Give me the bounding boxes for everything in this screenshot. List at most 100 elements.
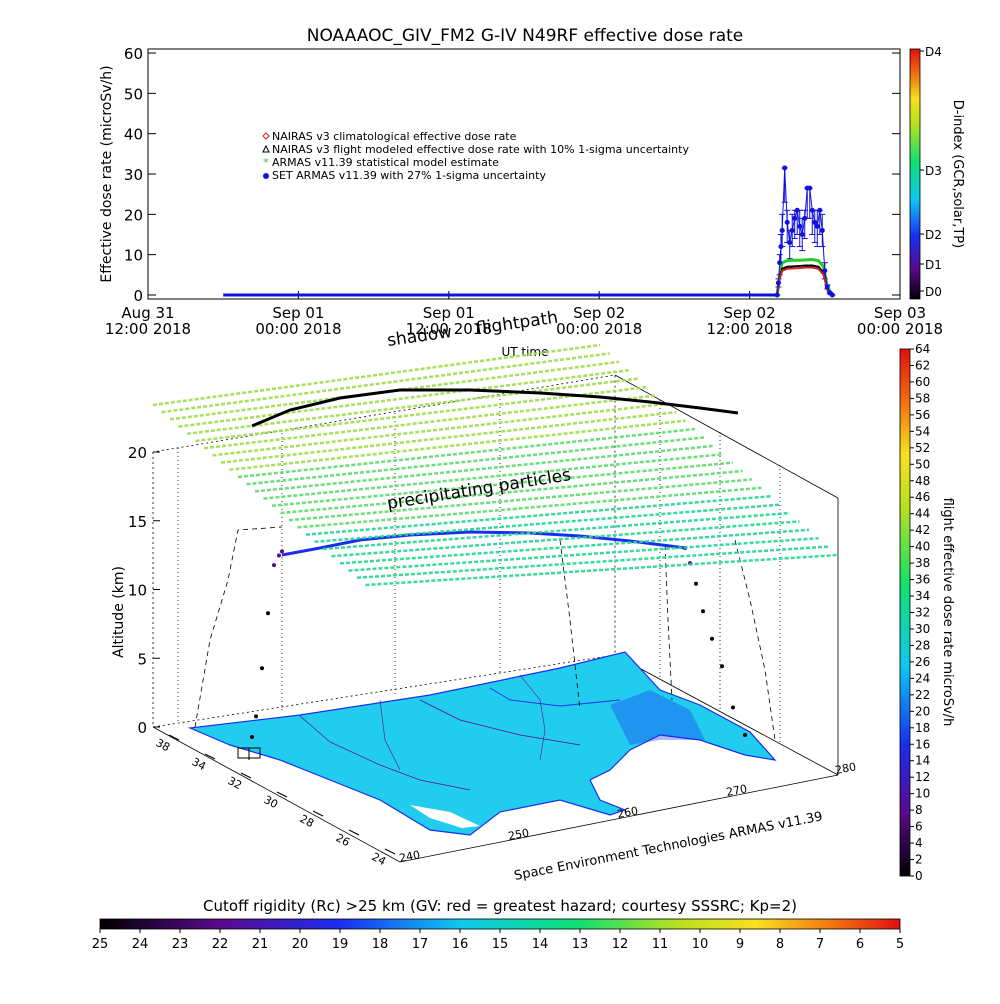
rc-tick-label: 24 bbox=[132, 937, 149, 952]
d-index-tick-label: D3 bbox=[925, 164, 942, 178]
latitude-tick-label: 32 bbox=[226, 774, 244, 792]
dose-gradient bbox=[899, 348, 911, 877]
precip-hatch-line bbox=[186, 377, 639, 436]
precip-hatch-line bbox=[229, 419, 686, 472]
credit-label: Space Environment Technologies ARMAS v11… bbox=[513, 809, 824, 884]
longitude-tick-label: 260 bbox=[616, 804, 639, 821]
dose-tick-label: 6 bbox=[915, 820, 923, 834]
d-index-tick-group: D0 D1 D2 D3 D4 bbox=[920, 45, 942, 299]
precip-hatch-line bbox=[288, 478, 753, 522]
chart-title: NOAAAOC_GIV_FM2 G-IV N49RF effective dos… bbox=[307, 26, 744, 46]
dose-tick-label: 2 bbox=[915, 853, 923, 867]
set-armas-point bbox=[775, 280, 781, 286]
legend-entry-label: NAIRAS v3 climatological effective dose … bbox=[272, 130, 517, 143]
set-armas-point bbox=[794, 207, 800, 213]
altitude-tick-label: 0 bbox=[137, 719, 147, 737]
set-armas-point bbox=[824, 284, 830, 290]
x-tick-label: Sep 01 bbox=[423, 304, 475, 322]
profile-descent-point bbox=[710, 636, 714, 641]
rc-tick-label: 22 bbox=[212, 937, 229, 952]
rc-tick-label: 25 bbox=[92, 937, 109, 952]
precip-hatch-line bbox=[331, 520, 800, 558]
dose-tick-label: 56 bbox=[915, 408, 930, 422]
dose-tick-label: 42 bbox=[915, 523, 930, 537]
nairas-clim-line bbox=[776, 266, 834, 296]
profile-descent-point bbox=[743, 733, 747, 737]
latitude-tick-group: 38 34 32 30 28 26 24 bbox=[154, 734, 396, 868]
precip-hatch-line bbox=[365, 553, 838, 587]
land-blue-inlet bbox=[610, 690, 705, 745]
shadow-label: shadow bbox=[386, 322, 453, 351]
set-armas-point bbox=[814, 223, 820, 229]
dose-colorbar: 0246810121416182022242628303234363840424… bbox=[899, 342, 955, 883]
dose-tick-label: 16 bbox=[915, 737, 930, 751]
legend: NAIRAS v3 climatological effective dose … bbox=[262, 130, 689, 182]
longitude-tick-label: 250 bbox=[507, 826, 530, 843]
precip-hatch-line bbox=[339, 528, 810, 565]
legend-marker-triangle bbox=[262, 144, 270, 153]
legend-entry-label: SET ARMAS v11.39 with 27% 1-sigma uncert… bbox=[272, 169, 546, 182]
y-tick-label: 10 bbox=[124, 247, 143, 265]
y-axis-label: Effective dose rate (microSv/h) bbox=[99, 65, 115, 282]
set-armas-point bbox=[822, 268, 828, 274]
precip-hatch-line bbox=[169, 360, 620, 421]
dose-tick-label: 26 bbox=[915, 655, 930, 669]
d-index-tick-label: D0 bbox=[925, 285, 942, 299]
rc-tick-label: 18 bbox=[372, 937, 389, 952]
set-armas-point bbox=[778, 244, 784, 250]
set-armas-point bbox=[792, 215, 798, 221]
land-area bbox=[187, 651, 777, 836]
rc-gradient bbox=[99, 918, 901, 930]
rc-tick-label: 15 bbox=[492, 937, 509, 952]
rc-tick-label: 7 bbox=[816, 937, 824, 952]
profile-ascent-point bbox=[280, 549, 284, 554]
y-tick-label: 40 bbox=[124, 126, 143, 144]
profile-ascent-point bbox=[277, 553, 281, 558]
dose-tick-label: 34 bbox=[915, 589, 930, 603]
d-index-label: D-index (GCR,solar,TP) bbox=[950, 100, 965, 248]
x-tick-label: 12:00 2018 bbox=[707, 320, 793, 338]
latitude-tick bbox=[384, 848, 396, 855]
rc-colorbar-title: Cutoff rigidity (Rc) >25 km (GV: red = g… bbox=[203, 897, 797, 915]
latitude-tick bbox=[168, 734, 180, 741]
latitude-tick bbox=[204, 753, 216, 760]
rc-tick-label: 12 bbox=[612, 937, 629, 952]
precip-hatch-line bbox=[203, 394, 658, 450]
set-armas-point bbox=[829, 292, 835, 298]
rc-tick-label: 5 bbox=[896, 937, 904, 952]
dose-tick-label: 10 bbox=[915, 787, 930, 801]
y-tick-label: 30 bbox=[124, 166, 143, 184]
state-lines-4 bbox=[519, 674, 546, 761]
y-tick-label: 60 bbox=[124, 45, 143, 63]
dose-tick-label: 14 bbox=[915, 754, 930, 768]
d-index-tick-label: D2 bbox=[925, 228, 942, 242]
precip-hatch-line bbox=[280, 469, 743, 515]
altitude-tick-group: 0 5 10 15 20 bbox=[128, 444, 160, 737]
altitude-tick-label: 20 bbox=[128, 444, 147, 462]
profile-descent-point bbox=[694, 581, 698, 586]
set-armas-point bbox=[819, 227, 825, 233]
dose-tick-label: 8 bbox=[915, 803, 923, 817]
rc-tick-group: 25 24 23 22 21 20 19 18 17 16 15 14 13 12 11 10 9 8 7 6 5 bbox=[92, 929, 904, 952]
rc-tick-label: 8 bbox=[776, 937, 784, 952]
latitude-tick-label: 26 bbox=[334, 831, 352, 849]
precip-hatch-line bbox=[246, 436, 705, 486]
flight-path-high bbox=[281, 530, 686, 557]
set-armas-point bbox=[782, 165, 788, 171]
dose-tick-label: 38 bbox=[915, 556, 930, 570]
d-index-tick-label: D4 bbox=[925, 45, 942, 59]
precip-hatch-line bbox=[254, 444, 715, 493]
set-armas-point bbox=[789, 227, 795, 233]
altitude-axis-label: Altitude (km) bbox=[111, 566, 127, 658]
precip-hatch-line bbox=[220, 410, 677, 464]
x-tick-label: Sep 02 bbox=[573, 304, 625, 322]
altitude-tick-label: 5 bbox=[137, 650, 147, 668]
state-lines bbox=[299, 715, 471, 791]
dose-tick-label: 12 bbox=[915, 770, 930, 784]
latitude-tick-label: 34 bbox=[190, 755, 208, 773]
latitude-tick-label: 38 bbox=[154, 736, 172, 754]
profile-descent-point bbox=[720, 664, 724, 669]
dose-tick-label: 32 bbox=[915, 606, 930, 620]
longitude-tick-label: 240 bbox=[398, 848, 421, 865]
